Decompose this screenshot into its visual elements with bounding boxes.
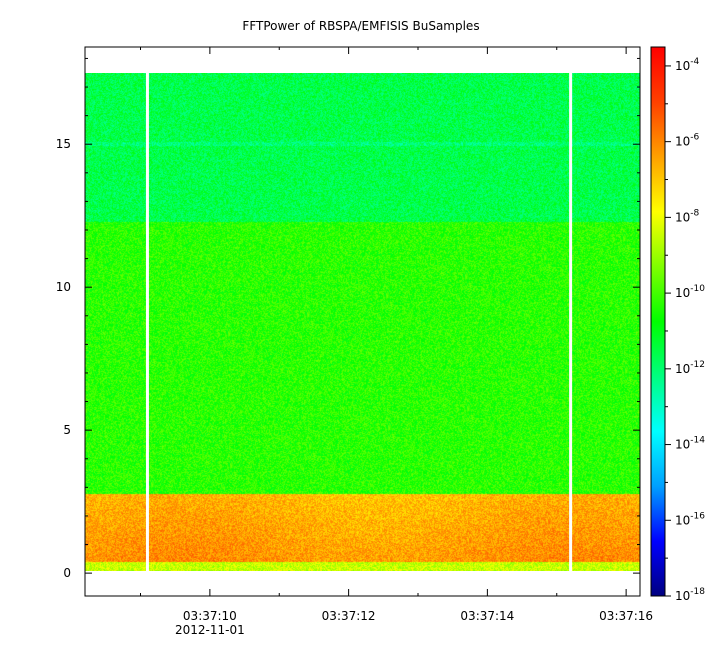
colorbar-scale [651, 47, 665, 596]
y-tick-label: 10 [56, 280, 71, 294]
y-axis: 0 5 10 15 [56, 57, 640, 580]
x-date-label: 2012-11-01 [175, 623, 245, 637]
y-tick-label: 5 [63, 423, 71, 437]
colorbar-tick-label: 10-10 [675, 284, 705, 300]
spectrogram-image [85, 73, 640, 571]
x-tick-label: 03:37:10 [183, 609, 237, 623]
colorbar-tick-label: 10-6 [675, 133, 700, 149]
chart-title: FFTPower of RBSPA/EMFISIS BuSamples [242, 19, 479, 33]
colorbar-tick-label: 10-18 [675, 587, 705, 603]
colorbar-ticks: 10-4 10-6 10-8 10-10 10-12 10-14 10-16 10-18 [665, 57, 705, 603]
x-tick-label: 03:37:12 [322, 609, 376, 623]
x-tick-label: 03:37:16 [599, 609, 653, 623]
y-tick-label: 15 [56, 137, 71, 151]
data-gap-line [569, 73, 573, 571]
colorbar-tick-label: 10-4 [675, 57, 700, 73]
plot-frame [84, 46, 641, 597]
colorbar: 10-4 10-6 10-8 10-10 10-12 10-14 10-16 10-18 [650, 46, 705, 603]
colorbar-tick-label: 10-16 [675, 511, 705, 527]
x-tick-label: 03:37:14 [460, 609, 514, 623]
y-tick-label: 0 [63, 566, 71, 580]
colorbar-tick-label: 10-8 [675, 208, 700, 224]
data-gap-lines [145, 73, 573, 571]
colorbar-tick-label: 10-14 [675, 436, 705, 452]
colorbar-tick-label: 10-12 [675, 360, 705, 376]
data-gap-line [145, 73, 149, 571]
